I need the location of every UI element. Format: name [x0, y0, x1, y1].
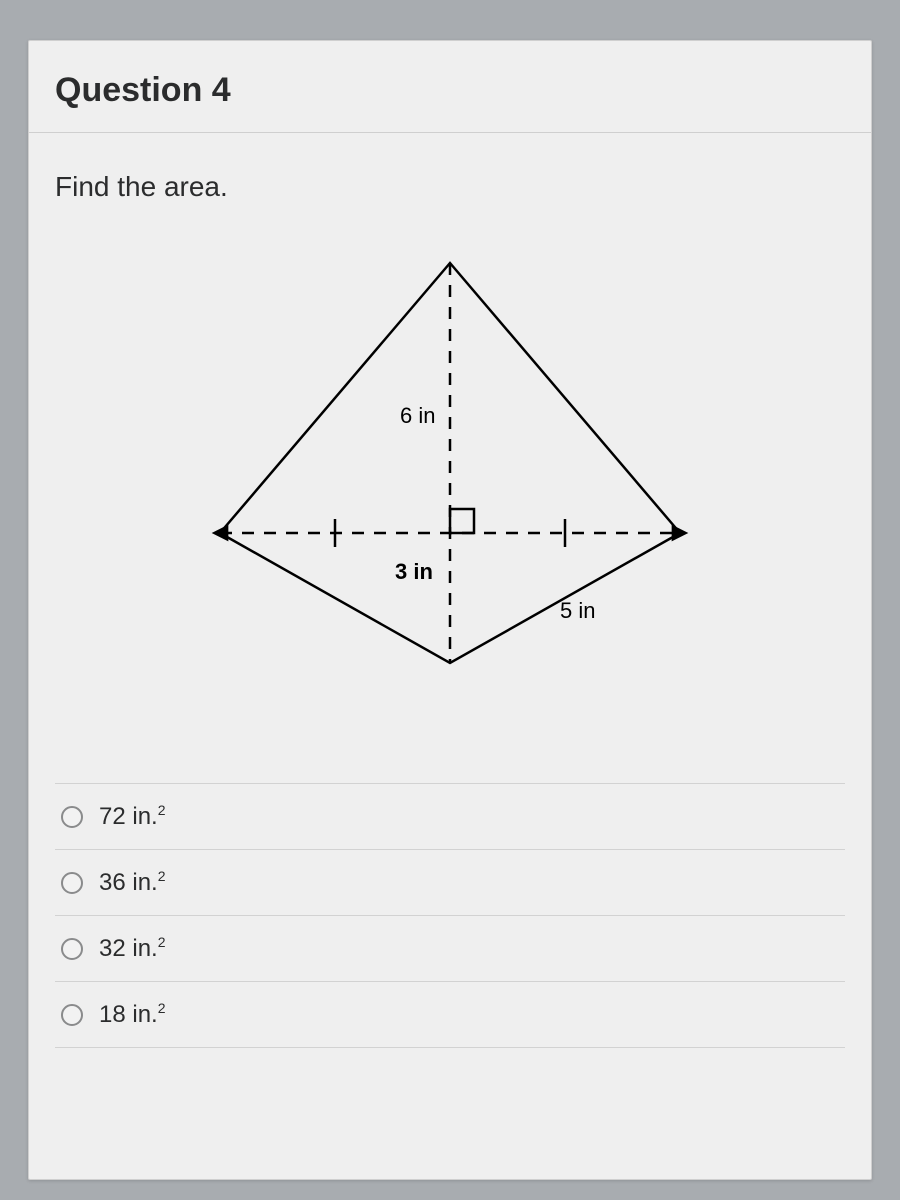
answer-option-4[interactable]: 18 in.2: [55, 981, 845, 1048]
answer-option-1[interactable]: 72 in.2: [55, 783, 845, 849]
option-label: 72 in.2: [99, 802, 166, 831]
radio-icon[interactable]: [61, 938, 83, 960]
question-card: Question 4 Find the area.: [28, 40, 872, 1180]
question-title: Question 4: [55, 71, 231, 110]
radio-icon[interactable]: [61, 872, 83, 894]
answer-option-3[interactable]: 32 in.2: [55, 915, 845, 981]
svg-text:5 in: 5 in: [560, 598, 595, 623]
answer-options: 72 in.2 36 in.2 32 in.2 18 in.2: [55, 783, 845, 1048]
radio-icon[interactable]: [61, 806, 83, 828]
svg-text:6 in: 6 in: [400, 403, 435, 428]
svg-text:3 in: 3 in: [395, 559, 433, 584]
kite-figure: 6 in 3 in 5 in: [190, 243, 710, 693]
answer-option-2[interactable]: 36 in.2: [55, 849, 845, 915]
question-prompt: Find the area.: [55, 171, 845, 203]
option-label: 18 in.2: [99, 1000, 166, 1029]
question-header: Question 4: [29, 41, 871, 133]
figure-container: 6 in 3 in 5 in: [55, 243, 845, 693]
option-label: 32 in.2: [99, 934, 166, 963]
question-content: Find the area.: [29, 133, 871, 1048]
option-label: 36 in.2: [99, 868, 166, 897]
radio-icon[interactable]: [61, 1004, 83, 1026]
